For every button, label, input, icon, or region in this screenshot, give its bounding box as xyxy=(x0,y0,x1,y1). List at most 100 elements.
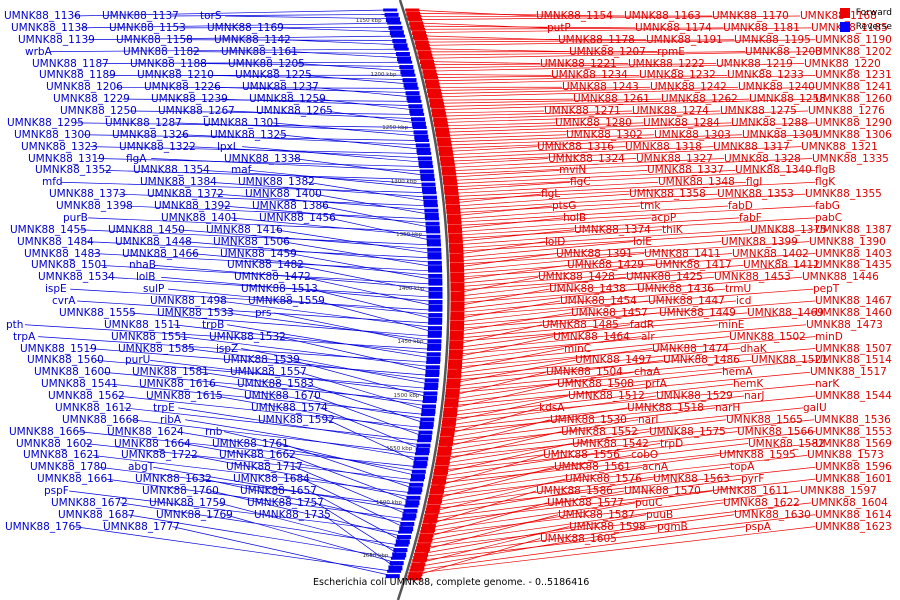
forward-gene-label: UMNK88_1242 xyxy=(650,81,727,94)
forward-connector xyxy=(431,466,555,500)
forward-connector xyxy=(451,217,564,230)
forward-gene xyxy=(439,156,454,161)
reverse-gene-label: UMNK88_1722 xyxy=(121,449,198,462)
reverse-gene xyxy=(425,365,440,370)
reverse-connector xyxy=(288,455,412,503)
reverse-connector xyxy=(273,312,434,346)
forward-connector xyxy=(446,158,813,175)
reverse-gene-label: UMNK88_1158 xyxy=(116,33,193,46)
forward-gene-label: flgB xyxy=(815,164,836,177)
reverse-connector xyxy=(184,241,434,263)
forward-connector xyxy=(453,312,748,339)
forward-gene-label: UMNK88_1403 xyxy=(815,247,892,260)
forward-gene xyxy=(449,250,464,254)
reverse-gene xyxy=(422,395,437,401)
forward-connector xyxy=(444,158,549,165)
forward-gene xyxy=(433,469,448,475)
forward-gene-label: UMNK88_1234 xyxy=(551,69,628,82)
reverse-gene-label: UMNK88_1533 xyxy=(157,306,234,319)
forward-connector xyxy=(452,217,740,236)
forward-gene-label: UMNK88_1428 xyxy=(538,271,615,284)
reverse-gene-label: pspF xyxy=(44,485,69,497)
forward-gene xyxy=(444,195,459,200)
forward-gene-label: UMNK88_1231 xyxy=(815,69,892,82)
forward-connector xyxy=(410,12,625,17)
forward-gene-label: UMNK88_1178 xyxy=(558,33,635,46)
reverse-gene-label: lpxL xyxy=(217,140,239,153)
reverse-connector xyxy=(99,466,411,507)
forward-connector xyxy=(449,193,542,204)
reverse-gene xyxy=(427,343,442,349)
forward-gene xyxy=(417,539,432,543)
forward-gene-label: UMNK88_1576 xyxy=(565,473,642,486)
reverse-gene xyxy=(425,226,440,232)
reverse-connector xyxy=(38,336,433,363)
reverse-connector xyxy=(201,371,429,407)
forward-gene-label: UMNK88_1321 xyxy=(801,140,878,153)
forward-gene-label: UMNK88_1318 xyxy=(625,140,702,153)
reverse-gene-label: UMNK88_1300 xyxy=(14,128,91,141)
reverse-gene xyxy=(406,95,421,101)
forward-gene-label: UMNK88_1191 xyxy=(646,33,723,46)
forward-gene-label: acpP xyxy=(651,211,677,224)
forward-gene xyxy=(441,423,456,427)
forward-gene-label: pspA xyxy=(745,520,771,533)
reverse-gene xyxy=(414,456,429,461)
reverse-gene-label: UMNK88_1416 xyxy=(206,223,283,236)
forward-gene-label: trmU xyxy=(725,283,752,296)
reverse-connector xyxy=(242,146,425,163)
forward-connector xyxy=(416,27,812,33)
forward-gene xyxy=(423,517,438,523)
forward-gene-label: UMNK88_1276 xyxy=(808,105,885,117)
position-tick-label: 1350 kbp xyxy=(396,232,423,238)
forward-connector xyxy=(451,205,641,220)
reverse-gene xyxy=(397,56,412,62)
forward-connector xyxy=(453,253,557,268)
reverse-gene-label: UMNK88_1319 xyxy=(28,152,105,165)
forward-connector xyxy=(450,205,553,217)
forward-connector xyxy=(453,229,751,249)
forward-connector xyxy=(453,241,546,256)
position-tick-label: 1550 kbp xyxy=(386,446,413,452)
forward-connector xyxy=(453,312,572,333)
forward-gene-label: UMNK88_1412 xyxy=(743,259,820,272)
reverse-gene xyxy=(428,273,443,278)
reverse-connector xyxy=(281,443,415,489)
forward-gene xyxy=(445,394,460,398)
forward-connector xyxy=(439,122,732,133)
forward-gene xyxy=(446,208,461,214)
forward-gene xyxy=(431,111,446,117)
forward-gene-label: UMNK88_1258 xyxy=(749,93,826,106)
reverse-gene xyxy=(416,147,431,153)
reverse-connector xyxy=(283,39,400,46)
reverse-gene xyxy=(428,295,443,299)
reverse-gene xyxy=(426,356,441,362)
forward-gene xyxy=(447,365,462,369)
forward-gene xyxy=(446,211,461,215)
forward-connector xyxy=(436,443,661,478)
forward-connector xyxy=(453,324,543,346)
reverse-gene-label: UMNK88_1472 xyxy=(234,271,311,284)
forward-gene-label: puuC xyxy=(635,496,663,509)
reverse-gene-label: UMNK88_1621 xyxy=(23,449,100,462)
forward-connector xyxy=(450,193,718,211)
legend-item-reverse: Reverse xyxy=(839,22,892,32)
forward-connector xyxy=(425,490,537,526)
forward-gene-label: UMNK88_1274 xyxy=(632,105,709,117)
forward-connector xyxy=(445,395,569,423)
reverse-gene xyxy=(388,25,403,30)
forward-gene xyxy=(447,369,462,374)
reverse-gene xyxy=(393,43,408,49)
reverse-gene xyxy=(402,513,417,519)
forward-gene xyxy=(450,320,465,325)
forward-gene-label: alr xyxy=(641,330,655,343)
forward-gene-label: narK xyxy=(815,378,840,391)
reverse-connector xyxy=(292,360,430,398)
forward-connector xyxy=(424,63,629,66)
reverse-connector xyxy=(219,300,435,328)
forward-gene-label: galU xyxy=(803,401,827,414)
forward-gene-label: UMNK88_1544 xyxy=(815,390,892,402)
forward-gene xyxy=(440,163,455,167)
position-tick-label: 1400 kbp xyxy=(398,285,425,292)
forward-gene-label: UMNK88_1202 xyxy=(815,45,892,58)
